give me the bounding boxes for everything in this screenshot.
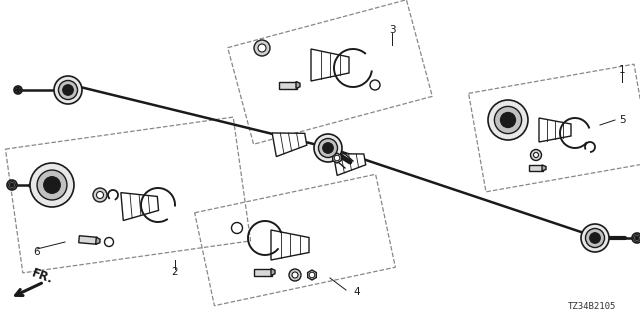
Circle shape (494, 106, 522, 134)
Text: FR.: FR. (30, 266, 55, 286)
Circle shape (292, 272, 298, 278)
Text: 2: 2 (172, 267, 179, 277)
Polygon shape (254, 268, 272, 276)
Polygon shape (542, 165, 546, 171)
Text: 4: 4 (354, 287, 360, 297)
Text: 6: 6 (34, 247, 40, 257)
Circle shape (58, 80, 77, 100)
Circle shape (488, 100, 528, 140)
Circle shape (531, 149, 541, 161)
Circle shape (635, 236, 639, 240)
Polygon shape (311, 49, 349, 81)
Circle shape (534, 153, 538, 157)
Polygon shape (279, 82, 297, 89)
Polygon shape (529, 165, 543, 171)
Circle shape (44, 177, 60, 193)
Circle shape (314, 134, 342, 162)
Circle shape (289, 269, 301, 281)
Circle shape (334, 155, 340, 161)
Polygon shape (271, 268, 275, 276)
Polygon shape (271, 230, 309, 260)
Polygon shape (79, 236, 97, 244)
Polygon shape (333, 154, 365, 175)
Circle shape (632, 233, 640, 243)
Polygon shape (308, 270, 316, 280)
Text: 3: 3 (388, 25, 396, 35)
Circle shape (54, 76, 82, 104)
Circle shape (8, 181, 15, 188)
Circle shape (17, 88, 19, 92)
Circle shape (14, 86, 22, 94)
Polygon shape (539, 118, 571, 142)
Polygon shape (121, 193, 159, 220)
Circle shape (323, 143, 333, 153)
Circle shape (254, 40, 270, 56)
Circle shape (586, 228, 605, 248)
Circle shape (37, 170, 67, 200)
Text: TZ34B2105: TZ34B2105 (568, 302, 616, 311)
Polygon shape (272, 133, 307, 156)
Text: 5: 5 (619, 115, 625, 125)
Circle shape (319, 139, 337, 157)
Circle shape (97, 191, 104, 198)
Circle shape (309, 272, 315, 278)
Circle shape (93, 188, 107, 202)
Circle shape (15, 87, 20, 93)
Circle shape (634, 235, 640, 241)
Circle shape (589, 233, 600, 243)
Text: 1: 1 (619, 65, 625, 75)
Polygon shape (296, 82, 300, 89)
Circle shape (258, 44, 266, 52)
Polygon shape (95, 237, 100, 244)
Circle shape (500, 112, 516, 128)
Circle shape (63, 85, 74, 95)
Circle shape (10, 183, 14, 187)
Circle shape (30, 163, 74, 207)
Circle shape (7, 180, 17, 190)
Polygon shape (333, 153, 341, 163)
Circle shape (581, 224, 609, 252)
